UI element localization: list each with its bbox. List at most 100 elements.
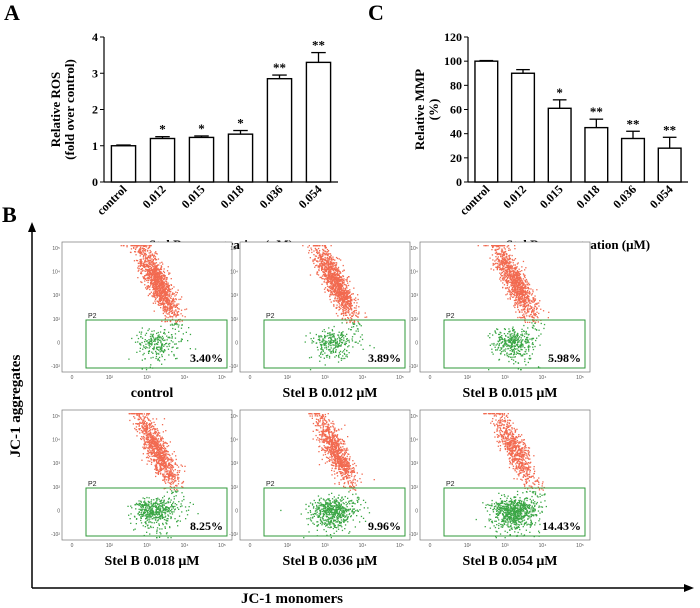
flow-dot — [324, 342, 326, 345]
flow-dot — [161, 467, 163, 469]
flow-dot — [499, 349, 501, 351]
flow-dot — [156, 295, 158, 297]
flow-dot — [502, 265, 504, 267]
flow-dot — [319, 276, 321, 279]
flow-dot — [140, 248, 142, 251]
flow-dot — [153, 516, 155, 519]
flow-dot — [164, 287, 166, 289]
flow-dot — [159, 502, 162, 505]
flow-dot — [512, 268, 514, 270]
flow-dot — [342, 357, 344, 360]
flow-dot — [531, 307, 533, 309]
flow-dot — [495, 256, 497, 258]
flow-dot — [335, 346, 337, 348]
flow-dot — [520, 304, 522, 307]
flow-dot — [144, 245, 146, 247]
flow-dot — [144, 245, 146, 247]
flow-dot — [147, 273, 149, 275]
flow-dot — [526, 282, 528, 284]
flow-dot — [514, 340, 516, 342]
flow-dot — [341, 283, 344, 285]
gate-p2 — [263, 319, 406, 369]
flow-dot — [534, 328, 536, 330]
flow-dot — [168, 272, 170, 274]
flow-dot — [149, 343, 151, 345]
flow-dot — [521, 297, 523, 300]
flow-dot — [328, 275, 331, 277]
flow-dot — [512, 275, 514, 277]
flow-dot — [517, 278, 519, 280]
flow-dot — [501, 250, 504, 252]
flow-dot — [515, 272, 517, 275]
flow-dot — [156, 285, 158, 287]
flow-dot — [498, 264, 500, 267]
flow-dot — [321, 265, 324, 267]
flow-dot — [174, 295, 176, 297]
flow-dot — [521, 290, 523, 292]
ros-significance-5: ** — [312, 38, 325, 53]
flow-dot — [168, 309, 170, 311]
flow-dot — [147, 257, 149, 259]
flow-dot — [517, 368, 519, 370]
flow-dot — [343, 315, 345, 317]
flow-dot — [161, 302, 163, 305]
flow-dot — [143, 439, 145, 441]
flow-dot — [156, 339, 159, 341]
flow-dot — [148, 266, 150, 269]
flow-dot — [329, 332, 331, 334]
flow-dot — [153, 254, 156, 256]
flow-dot — [353, 302, 355, 304]
flow-dot — [341, 322, 343, 324]
flow-dot — [160, 267, 162, 269]
flow-dot — [508, 289, 510, 291]
flow-dot — [332, 285, 335, 287]
flow-dot — [351, 298, 353, 301]
flow-dot — [331, 275, 333, 277]
flow-dot — [527, 304, 530, 307]
flow-dot — [336, 341, 338, 344]
flow-dot — [140, 258, 142, 260]
flow-dot — [328, 262, 330, 265]
flow-dot — [160, 289, 162, 291]
flow-dot — [166, 270, 169, 272]
flow-dot — [356, 302, 358, 304]
flow-dot — [524, 286, 526, 288]
flow-dot — [315, 249, 317, 251]
flow-dot — [148, 245, 150, 247]
flow-dot — [329, 265, 332, 267]
flow-dot — [524, 333, 526, 335]
flow-dot — [166, 335, 168, 337]
flow-dot — [509, 281, 511, 283]
flow-dot — [506, 261, 508, 263]
flow-dot — [152, 284, 154, 287]
flow-dot — [346, 338, 348, 340]
flow-dot — [171, 309, 173, 312]
flow-dot — [509, 331, 511, 333]
flow-dot — [324, 278, 326, 280]
flow-dot — [549, 358, 551, 361]
flow-dot — [168, 284, 170, 287]
flow-dot — [522, 287, 524, 289]
flow-dot — [523, 324, 525, 327]
flow-dot — [153, 340, 155, 342]
flow-dot — [331, 339, 333, 342]
flow-dot — [162, 295, 165, 298]
flow-dot — [154, 271, 156, 273]
flow-dot — [320, 267, 323, 269]
flow-dot — [513, 280, 515, 283]
flow-dot — [351, 340, 354, 342]
flow-dot — [520, 317, 522, 319]
flow-dot — [507, 245, 509, 247]
flow-dot — [524, 285, 526, 288]
flow-dot — [517, 338, 519, 341]
flow-dot — [513, 305, 515, 307]
flow-dot — [139, 245, 141, 247]
flow-dot — [526, 291, 528, 293]
flow-dot — [140, 247, 142, 249]
flow-dot — [517, 276, 519, 278]
flow-dot — [514, 281, 517, 283]
flow-dot — [335, 346, 337, 348]
flow-dot — [159, 473, 162, 475]
